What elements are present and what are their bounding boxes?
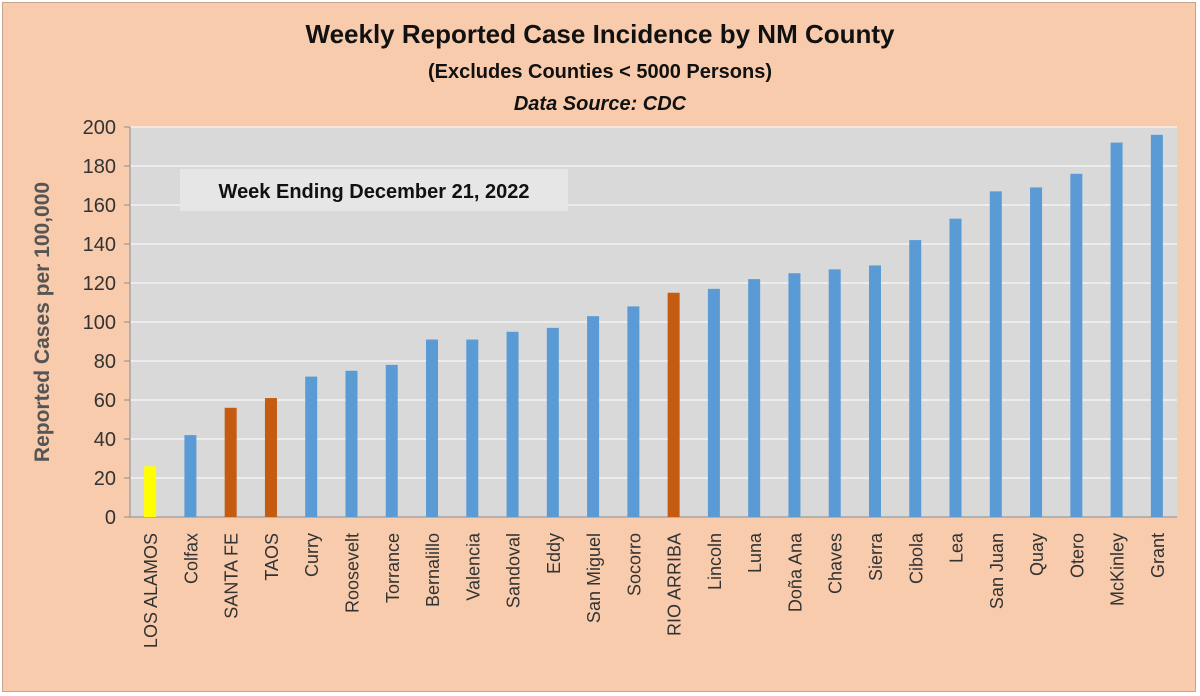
x-tick-label: Doña Ana bbox=[785, 532, 805, 612]
x-tick-label: TAOS bbox=[262, 533, 282, 581]
bar bbox=[466, 339, 479, 517]
x-tick-label: Roosevelt bbox=[342, 533, 362, 613]
x-tick-label: Valencia bbox=[463, 532, 483, 601]
bar bbox=[546, 327, 559, 517]
data-source: Data Source: CDC bbox=[513, 93, 687, 115]
bar bbox=[305, 376, 318, 517]
bar bbox=[748, 279, 761, 517]
bar bbox=[707, 288, 720, 517]
x-tick-label: RIO ARRIBA bbox=[665, 533, 685, 636]
chart-title: Weekly Reported Case Incidence by NM Cou… bbox=[305, 19, 895, 49]
bar bbox=[828, 269, 841, 517]
y-tick-label: 120 bbox=[83, 273, 116, 295]
bar bbox=[426, 339, 439, 517]
x-tick-label: Bernalillo bbox=[423, 533, 443, 607]
x-tick-label: Socorro bbox=[624, 533, 644, 596]
bar bbox=[868, 265, 881, 517]
x-tick-label: Curry bbox=[302, 533, 322, 577]
bar bbox=[1030, 187, 1043, 517]
x-tick-label: Colfax bbox=[181, 533, 201, 584]
y-tick-label: 60 bbox=[94, 390, 116, 412]
bar bbox=[506, 331, 519, 517]
bar bbox=[587, 316, 600, 517]
bar bbox=[224, 407, 237, 517]
y-tick-label: 40 bbox=[94, 429, 116, 451]
bar bbox=[627, 306, 640, 517]
y-tick-label: 180 bbox=[83, 156, 116, 178]
x-tick-label: Sierra bbox=[866, 532, 886, 581]
chart-subtitle: (Excludes Counties < 5000 Persons) bbox=[427, 61, 773, 83]
x-tick-label: Eddy bbox=[544, 533, 564, 574]
bar bbox=[989, 191, 1002, 517]
bar bbox=[788, 273, 801, 517]
bar bbox=[949, 218, 962, 517]
x-tick-label: Chaves bbox=[826, 533, 846, 594]
x-tick-label: SANTA FE bbox=[222, 533, 242, 619]
x-tick-label: McKinley bbox=[1108, 533, 1128, 606]
x-tick-label: Lea bbox=[947, 532, 967, 563]
y-tick-label: 140 bbox=[83, 234, 116, 256]
bar bbox=[345, 370, 358, 517]
x-tick-label: Cibola bbox=[906, 532, 926, 584]
y-tick-label: 160 bbox=[83, 195, 116, 217]
bar bbox=[667, 292, 680, 517]
x-tick-label: Otero bbox=[1067, 533, 1087, 578]
x-tick-label: LOS ALAMOS bbox=[141, 533, 161, 648]
y-tick-label: 0 bbox=[105, 507, 116, 529]
bar-chart: 0 20 40 60 80 100 120 140 160 180 200 LOS ALAMOS Col… bbox=[31, 117, 1177, 648]
annotation-text: Week Ending December 21, 2022 bbox=[219, 181, 530, 203]
y-axis-label: Reported Cases per 100,000 bbox=[31, 182, 54, 462]
bar bbox=[1110, 142, 1123, 517]
bar bbox=[385, 364, 398, 517]
bar bbox=[909, 240, 922, 517]
x-tick-label: Quay bbox=[1027, 533, 1047, 576]
x-tick-label: San Juan bbox=[987, 533, 1007, 609]
y-tick-label: 200 bbox=[83, 117, 116, 139]
bar bbox=[144, 466, 157, 517]
bar bbox=[1070, 173, 1083, 518]
x-tick-label: Sandoval bbox=[504, 533, 524, 608]
x-tick-label: Grant bbox=[1148, 533, 1168, 578]
x-tick-label: Lincoln bbox=[705, 533, 725, 590]
x-tick-label: San Miguel bbox=[584, 533, 604, 623]
y-tick-label: 100 bbox=[83, 312, 116, 334]
y-tick-label: 80 bbox=[94, 351, 116, 373]
x-tick-label: Luna bbox=[745, 532, 765, 573]
x-tick-label: Torrance bbox=[383, 533, 403, 603]
bar bbox=[1150, 134, 1163, 518]
y-tick-label: 20 bbox=[94, 468, 116, 490]
annotation-box bbox=[180, 169, 568, 211]
bar bbox=[184, 435, 197, 517]
bar bbox=[264, 398, 277, 517]
